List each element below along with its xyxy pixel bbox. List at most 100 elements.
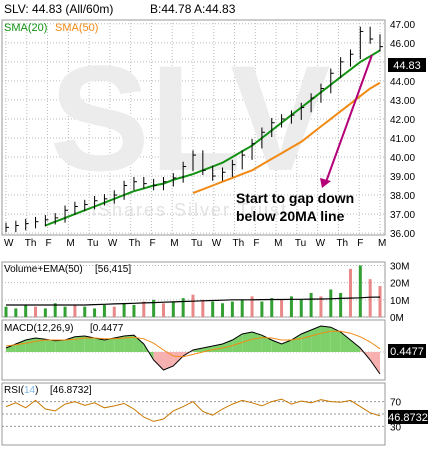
macd-label: MACD(12,26,9) [4, 323, 73, 334]
macd-signal-line [5, 330, 381, 358]
volume-y-axis: 30M 20M 10M 0M [390, 261, 409, 324]
rsi-last-label: 46.8732 [388, 412, 428, 424]
rsi-line [5, 398, 381, 422]
macd-area [35, 338, 46, 352]
header-quote: SLV: 44.83 (All/60m) [4, 2, 113, 16]
rsi-value: [46.8732] [50, 385, 92, 396]
annotation-arrow [325, 54, 373, 183]
price-y-tick: 44.00 [390, 77, 415, 88]
rsi-y-tick: 30 [390, 422, 402, 433]
volume-bar [63, 306, 67, 317]
volume-bar [211, 301, 215, 317]
annotation-arrowhead [320, 178, 331, 188]
macd-area [153, 352, 164, 370]
macd-area [370, 352, 380, 374]
price-x-axis: W Th F M Tu W Th F M Tu W Th F M Tu W Th F M [4, 238, 386, 249]
macd-area [94, 338, 105, 352]
volume-panel: Volume+EMA(50) [56,415] 30M 20M 10M 0M [1, 261, 409, 324]
price-x-tick: Tu [191, 238, 202, 249]
volume-bar [270, 298, 274, 317]
volume-y-tick: 10M [390, 296, 409, 307]
price-x-tick: F [149, 238, 155, 249]
volume-y-tick: 30M [390, 261, 409, 272]
volume-label: Volume+EMA(50) [4, 264, 83, 275]
volume-bar [161, 303, 165, 317]
volume-bar [132, 304, 136, 317]
volume-bar [348, 268, 352, 317]
legend-sma50: SMA(50) [55, 22, 98, 34]
volume-bar [309, 292, 313, 317]
volume-bar [122, 303, 126, 317]
price-y-tick: 47.00 [390, 20, 415, 31]
volume-bar [230, 301, 234, 317]
volume-bar [142, 301, 146, 317]
price-x-tick: W [316, 238, 326, 249]
macd-last-box [388, 344, 426, 358]
price-x-tick: M [170, 238, 178, 249]
macd-last-label: 0.4477 [390, 346, 424, 358]
volume-bar [102, 304, 106, 317]
legend-sma20: SMA(20) [4, 22, 47, 34]
macd-area [320, 326, 331, 352]
macd-area [124, 335, 134, 352]
price-x-tick: F [253, 238, 259, 249]
price-x-tick: F [357, 238, 363, 249]
last-price-box [388, 58, 426, 72]
macd-panel: MACD(12,26,9) [0.4477 0.4477 [1, 319, 426, 381]
volume-bar [299, 299, 303, 317]
volume-bar [24, 304, 28, 317]
volume-bar [280, 299, 284, 317]
rsi-last-box [388, 410, 428, 424]
price-y-tick: 40.00 [390, 153, 415, 164]
macd-area [261, 335, 272, 352]
volume-bar [93, 308, 97, 317]
last-price-label: 44.83 [393, 60, 421, 72]
header-bid-ask: B:44.78 A:44.83 [150, 2, 236, 16]
price-y-tick: 42.00 [390, 115, 415, 126]
macd-area [6, 344, 16, 352]
macd-area [350, 340, 361, 352]
macd-area [114, 336, 125, 352]
macd-area [84, 336, 95, 352]
price-x-tick: Th [336, 238, 348, 249]
rsi-panel: RSI(14) [46.8732] 705030 46.8732 [1, 382, 428, 446]
volume-bar [14, 308, 18, 317]
price-y-tick: 38.00 [390, 191, 415, 202]
volume-bar [250, 296, 254, 317]
volume-ema-line [6, 296, 381, 306]
volume-bar [34, 306, 38, 317]
volume-bar [358, 265, 362, 317]
volume-bar [378, 286, 382, 317]
annotation-line2: below 20MA line [236, 208, 345, 224]
price-x-tick: Th [233, 238, 245, 249]
macd-area [311, 326, 321, 352]
price-x-tick: W [212, 238, 222, 249]
watermark-name: iShares Silver Trust [92, 200, 288, 220]
annotation: Start to gap down below 20MA line [236, 54, 373, 224]
volume-bar [83, 306, 87, 317]
volume-y-tick: 20M [390, 279, 409, 290]
volume-bar [329, 289, 333, 317]
volume-bar [181, 298, 185, 317]
sma50-line [192, 81, 381, 195]
macd-area [163, 352, 174, 370]
macd-area [104, 338, 115, 352]
price-y-tick: 41.00 [390, 134, 415, 145]
macd-area [74, 336, 85, 352]
macd-area [55, 340, 66, 352]
volume-bar [43, 308, 47, 317]
price-x-tick: W [108, 238, 118, 249]
price-x-tick: M [274, 238, 282, 249]
price-x-tick: Th [129, 238, 141, 249]
volume-bar [4, 306, 8, 317]
price-x-tick: Tu [87, 238, 98, 249]
volume-bar [289, 296, 293, 317]
price-x-tick: Th [25, 238, 37, 249]
annotation-line1: Start to gap down [236, 190, 354, 206]
volume-bar [221, 303, 225, 317]
price-y-axis: 36.00 37.00 38.00 39.00 40.00 41.00 42.00 43.00… [390, 20, 415, 240]
macd-area [133, 335, 144, 352]
last-price-tag: 44.83 [388, 58, 426, 72]
price-x-tick: W [4, 238, 14, 249]
rsi-last-tag: 46.8732 [388, 410, 428, 424]
